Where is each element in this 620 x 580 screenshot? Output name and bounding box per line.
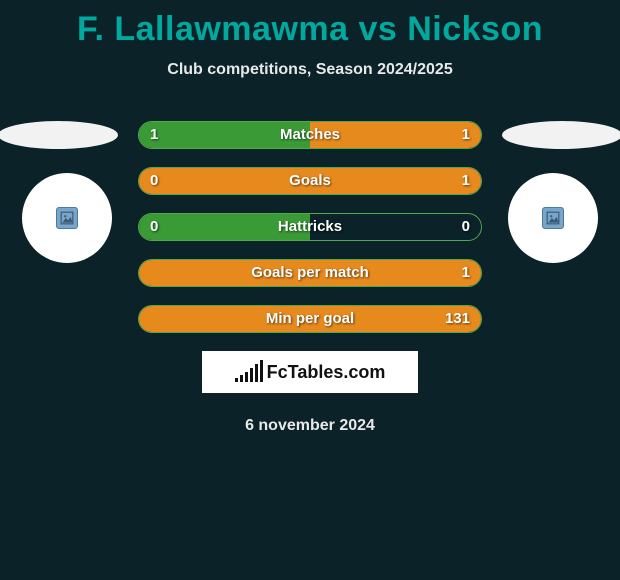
logo-bars-icon bbox=[235, 362, 263, 382]
stat-value-right: 131 bbox=[445, 305, 470, 333]
logo-text-suffix: .com bbox=[343, 362, 385, 382]
stat-value-right: 1 bbox=[462, 259, 470, 287]
stat-value-left: 0 bbox=[150, 213, 158, 241]
player-left-avatar bbox=[22, 173, 112, 263]
player-right-avatar bbox=[508, 173, 598, 263]
placeholder-icon bbox=[542, 207, 564, 229]
placeholder-icon bbox=[56, 207, 78, 229]
stat-value-left: 1 bbox=[150, 121, 158, 149]
comparison-stage: 1 1 Matches 0 1 Goals 0 0 Hattricks 1 Goals per ma… bbox=[0, 101, 620, 421]
logo-bar bbox=[245, 372, 248, 382]
stat-label: Min per goal bbox=[266, 305, 354, 333]
subtitle: Club competitions, Season 2024/2025 bbox=[0, 61, 620, 79]
stat-row: 1 1 Matches bbox=[138, 121, 482, 149]
stat-label: Goals bbox=[289, 167, 331, 195]
fctables-logo: FcTables.com bbox=[202, 351, 418, 393]
logo-text: FcTables.com bbox=[267, 362, 386, 383]
logo-text-prefix: Fc bbox=[267, 362, 288, 382]
ellipse-left-decor bbox=[0, 121, 118, 149]
logo-bar bbox=[235, 378, 238, 382]
stat-label: Hattricks bbox=[278, 213, 342, 241]
stat-row: 0 1 Goals bbox=[138, 167, 482, 195]
page-title: F. Lallawmawma vs Nickson bbox=[0, 0, 620, 49]
stat-row: 131 Min per goal bbox=[138, 305, 482, 333]
stat-row: 1 Goals per match bbox=[138, 259, 482, 287]
logo-text-main: Tables bbox=[288, 362, 344, 382]
stat-value-right: 0 bbox=[462, 213, 470, 241]
ellipse-right-decor bbox=[502, 121, 620, 149]
stat-value-right: 1 bbox=[462, 167, 470, 195]
logo-bar bbox=[255, 364, 258, 382]
stat-row: 0 0 Hattricks bbox=[138, 213, 482, 241]
stat-value-left: 0 bbox=[150, 167, 158, 195]
logo-bar bbox=[250, 368, 253, 382]
stat-rows: 1 1 Matches 0 1 Goals 0 0 Hattricks 1 Goals per ma… bbox=[138, 121, 482, 351]
date-text: 6 november 2024 bbox=[0, 417, 620, 435]
stat-label: Goals per match bbox=[251, 259, 369, 287]
stat-label: Matches bbox=[280, 121, 340, 149]
logo-bar bbox=[240, 375, 243, 382]
stat-value-right: 1 bbox=[462, 121, 470, 149]
logo-bar bbox=[260, 360, 263, 382]
